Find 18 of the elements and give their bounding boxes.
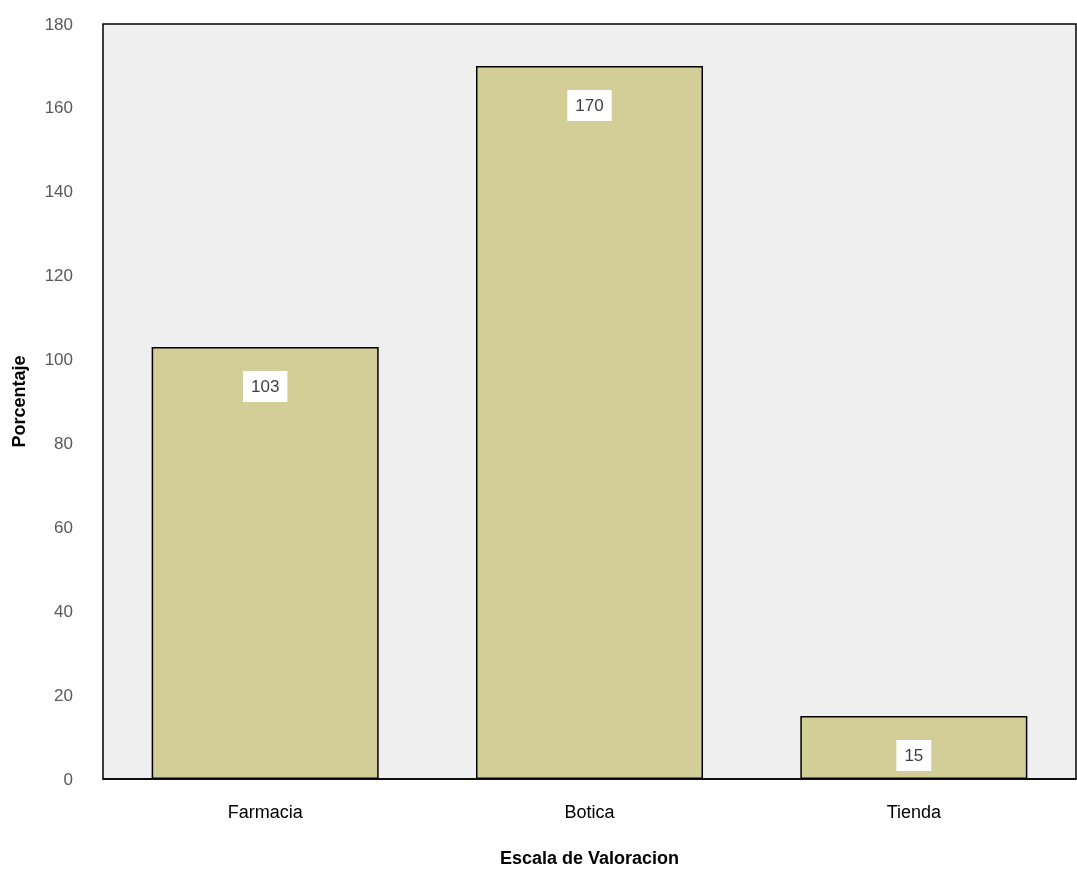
y-axis-title: Porcentaje xyxy=(9,355,29,448)
y-tick-label: 40 xyxy=(54,601,73,621)
y-tick-label: 180 xyxy=(44,14,73,34)
y-tick-label: 0 xyxy=(63,769,73,789)
data-label: 170 xyxy=(575,95,604,115)
y-tick-label: 80 xyxy=(54,433,73,453)
x-tick-label: Farmacia xyxy=(227,802,304,822)
x-tick-label: Botica xyxy=(564,802,616,822)
y-tick-label: 160 xyxy=(44,98,73,118)
data-label: 15 xyxy=(904,746,924,766)
y-tick-label: 20 xyxy=(54,685,73,705)
y-tick-label: 140 xyxy=(44,182,73,202)
y-tick-label: 60 xyxy=(54,517,73,537)
data-label: 103 xyxy=(250,376,280,396)
y-tick-label: 100 xyxy=(44,350,73,370)
x-tick-label: Tienda xyxy=(886,802,942,822)
x-axis-title: Escala de Valoracion xyxy=(499,848,680,868)
y-tick-label: 120 xyxy=(44,266,73,286)
